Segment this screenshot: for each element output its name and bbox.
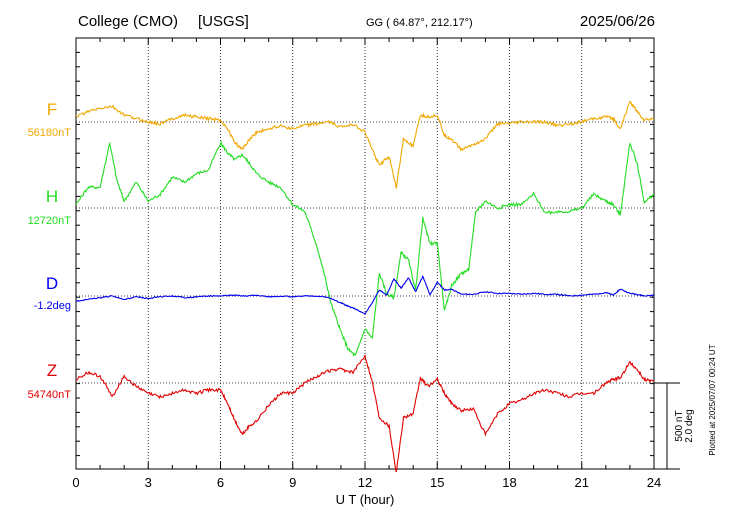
series-line-h [75,140,655,357]
grid-lines [147,38,583,469]
x-tick-label: 0 [72,475,79,490]
source-label: [USGS] [198,13,249,30]
series-name-f: F [47,100,57,119]
coords-label: GG ( 64.87°, 212.17°) [366,17,473,29]
series-lines [75,100,655,472]
series-baseline-d: -1.2deg [34,300,71,312]
date-label: 2025/06/26 [580,13,655,30]
series-name-h: H [46,187,58,206]
x-tick-label: 3 [145,475,152,490]
scale-bar: 500 nT 2.0 deg [654,382,695,470]
series-line-f [75,100,655,189]
scale-nt-label: 500 nT [674,410,685,441]
series-line-d [75,274,655,316]
series-baseline-z: 54740nT [28,389,72,401]
x-tick-label: 18 [502,475,516,490]
x-tick-label: 6 [217,475,224,490]
series-baseline-h: 12720nT [28,215,72,227]
plotted-timestamp: Plotted at 2025/07/07 00:24 UT [708,344,717,455]
x-tick-label: 24 [647,475,661,490]
series-labels: F 56180nT H 12720nT D -1.2deg Z 54740nT [28,100,72,401]
series-line-z [75,354,655,472]
x-axis-label: U T (hour) [336,492,395,507]
series-name-d: D [46,274,58,293]
x-tick-label: 12 [358,475,372,490]
series-baseline-f: 56180nT [28,127,72,139]
station-title: College (CMO) [78,13,178,30]
x-tick-label: 15 [430,475,444,490]
axis-ticks [75,37,655,469]
x-tick-label: 9 [289,475,296,490]
x-tick-labels: 0 3 6 9 12 15 18 21 24 [72,475,661,490]
x-tick-label: 21 [575,475,589,490]
series-name-z: Z [47,361,57,380]
scale-deg-label: 2.0 deg [684,409,695,442]
